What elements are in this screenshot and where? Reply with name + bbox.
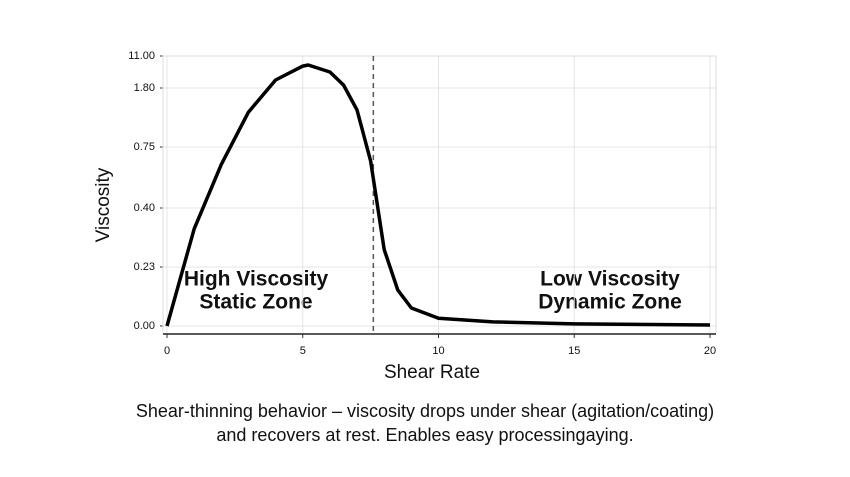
caption: and recovers at rest. Enables easy proce… <box>216 425 633 445</box>
annotation: Static Zone <box>199 291 312 314</box>
x-tick-label: 15 <box>568 345 580 357</box>
annotation: High Viscosity <box>184 268 329 291</box>
y-axis-label: Viscosity <box>93 167 114 242</box>
x-tick-label: 10 <box>432 345 444 357</box>
annotation: Low Viscosity <box>540 268 680 291</box>
x-tick-label: 0 <box>164 345 170 357</box>
x-tick-label: 20 <box>704 345 716 357</box>
y-tick-label: 1.80 <box>134 82 155 94</box>
y-tick-label: 11.00 <box>128 50 155 62</box>
y-tick-label: 0.75 <box>134 141 155 153</box>
data-line <box>165 63 711 327</box>
annotation: Dynamic Zone <box>538 291 682 314</box>
y-tick-label: 0.00 <box>134 320 155 332</box>
y-tick-label: 0.23 <box>134 261 155 273</box>
x-tick-label: 5 <box>300 345 306 357</box>
caption: Shear-thinning behavior – viscosity drop… <box>136 401 714 421</box>
x-axis-label: Shear Rate <box>384 362 480 383</box>
y-tick-label: 0.40 <box>134 202 155 214</box>
